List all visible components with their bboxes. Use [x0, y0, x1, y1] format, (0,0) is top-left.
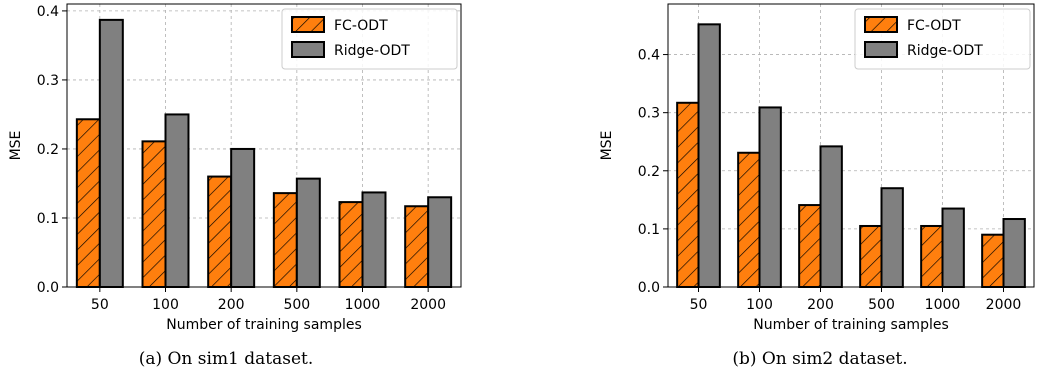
bar-fc-odt-200: [207, 175, 233, 288]
legend-label: FC-ODT: [334, 18, 388, 34]
x-tick-label: 100: [746, 297, 773, 313]
y-tick-label: 0.3: [638, 106, 660, 122]
bar-fc-odt-200: [798, 204, 822, 289]
legend-label: FC-ODT: [907, 18, 961, 34]
bar-ridge-odt-50: [98, 18, 124, 288]
y-axis-label: MSE: [8, 131, 24, 161]
y-tick-label: 0.4: [638, 48, 660, 64]
x-tick-label: 200: [218, 297, 245, 313]
y-tick-label: 0.0: [638, 280, 660, 296]
y-tick-label: 0.1: [37, 211, 59, 227]
y-tick-label: 0.2: [638, 164, 660, 180]
bar-fc-odt-500: [272, 192, 298, 288]
x-axis-label: Number of training samples: [753, 317, 949, 333]
bar-ridge-odt-50: [697, 23, 721, 289]
bar-fc-odt-1000: [338, 201, 364, 289]
bar-ridge-odt-100: [758, 106, 782, 288]
x-tick-label: 1000: [345, 297, 381, 313]
y-tick-label: 0.3: [37, 73, 59, 89]
x-axis-label: Number of training samples: [166, 317, 362, 333]
y-axis-label: MSE: [599, 131, 615, 161]
x-tick-label: 200: [807, 297, 834, 313]
x-tick-label: 500: [283, 297, 310, 313]
y-tick-label: 0.4: [37, 4, 59, 20]
bar-ridge-odt-500: [295, 177, 321, 289]
bar-fc-odt-500: [859, 224, 883, 288]
legend-label: Ridge-ODT: [334, 43, 410, 59]
legend-swatch: [291, 41, 325, 58]
bar-fc-odt-100: [141, 140, 167, 288]
bar-fc-odt-50: [676, 101, 700, 288]
legend-swatch: [291, 16, 325, 33]
x-tick-label: 2000: [986, 297, 1022, 313]
x-tick-label: 50: [690, 297, 708, 313]
bar-ridge-odt-2000: [1002, 218, 1026, 288]
bar-fc-odt-1000: [920, 224, 944, 288]
plot-frame: [667, 3, 1035, 288]
bar-ridge-odt-2000: [427, 196, 453, 288]
bar-ridge-odt-1000: [361, 191, 387, 288]
legend-box: [854, 8, 1031, 70]
bar-ridge-odt-500: [880, 187, 904, 288]
x-tick-label: 100: [152, 297, 179, 313]
legend-label: Ridge-ODT: [907, 43, 983, 59]
bar-ridge-odt-1000: [941, 207, 965, 288]
legend-swatch: [864, 41, 898, 58]
bar-fc-odt-100: [737, 151, 761, 288]
bar-fc-odt-2000: [981, 233, 1005, 289]
x-tick-label: 500: [868, 297, 895, 313]
chart-2: 0.0 0.1 0.2 0.3 0.4 50 100 200 500 1000 2000 Number…: [599, 3, 1035, 369]
bar-fc-odt-50: [75, 118, 101, 288]
x-tick-label: 1000: [925, 297, 961, 313]
bar-fc-odt-2000: [404, 205, 430, 289]
plot-frame: [66, 3, 462, 288]
bar-ridge-odt-200: [230, 147, 256, 288]
x-tick-label: 50: [91, 297, 109, 313]
legend: FC-ODT Ridge-ODT: [854, 8, 1031, 70]
legend-swatch: [864, 16, 898, 33]
figure-caption: (b) On sim2 dataset.: [732, 349, 907, 369]
y-tick-label: 0.2: [37, 142, 59, 158]
y-tick-label: 0.1: [638, 222, 660, 238]
x-tick-label: 2000: [410, 297, 446, 313]
chart-1: 0.0 0.1 0.2 0.3 0.4 50 100 200 500 1000 2000 Number…: [8, 3, 462, 369]
figure-caption: (a) On sim1 dataset.: [139, 349, 314, 369]
legend-box: [281, 8, 458, 70]
bar-ridge-odt-200: [819, 145, 843, 288]
bar-ridge-odt-100: [164, 113, 190, 288]
y-tick-label: 0.0: [37, 280, 59, 296]
legend: FC-ODT Ridge-ODT: [281, 8, 458, 70]
